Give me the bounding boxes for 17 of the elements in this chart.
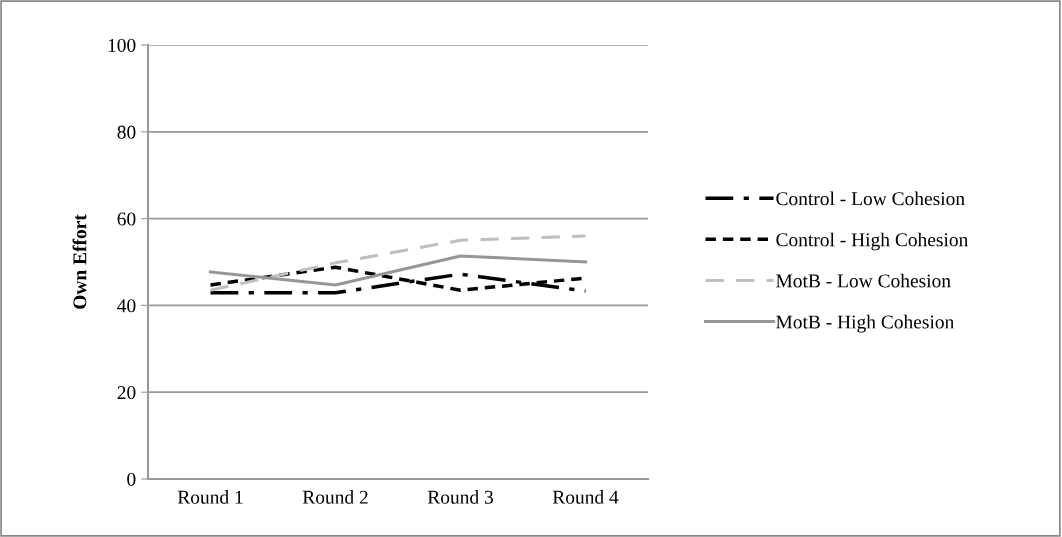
y-tick-label: 60 <box>117 212 136 226</box>
x-tick-label: Round 3 <box>427 490 493 504</box>
line-series <box>208 254 588 287</box>
y-tick-label: 20 <box>117 386 136 400</box>
y-tick-label: 80 <box>117 125 136 139</box>
x-tick-label: Round 1 <box>177 490 243 504</box>
y-tick-label: 100 <box>108 38 136 52</box>
legend-label: MotB - Low Cohesion <box>776 273 951 288</box>
x-tick-label: Round 2 <box>302 490 368 504</box>
legend-label: Control - High Cohesion <box>776 232 969 251</box>
legend-label: MotB - High Cohesion <box>776 314 954 333</box>
x-tick-label: Round 4 <box>552 490 619 504</box>
y-tick-label: 40 <box>117 299 136 313</box>
y-axis-title: Own Effort <box>72 214 87 309</box>
legend-label: Control - Low Cohesion <box>776 191 965 206</box>
line-series <box>208 234 588 292</box>
y-tick-label: 0 <box>127 472 136 486</box>
